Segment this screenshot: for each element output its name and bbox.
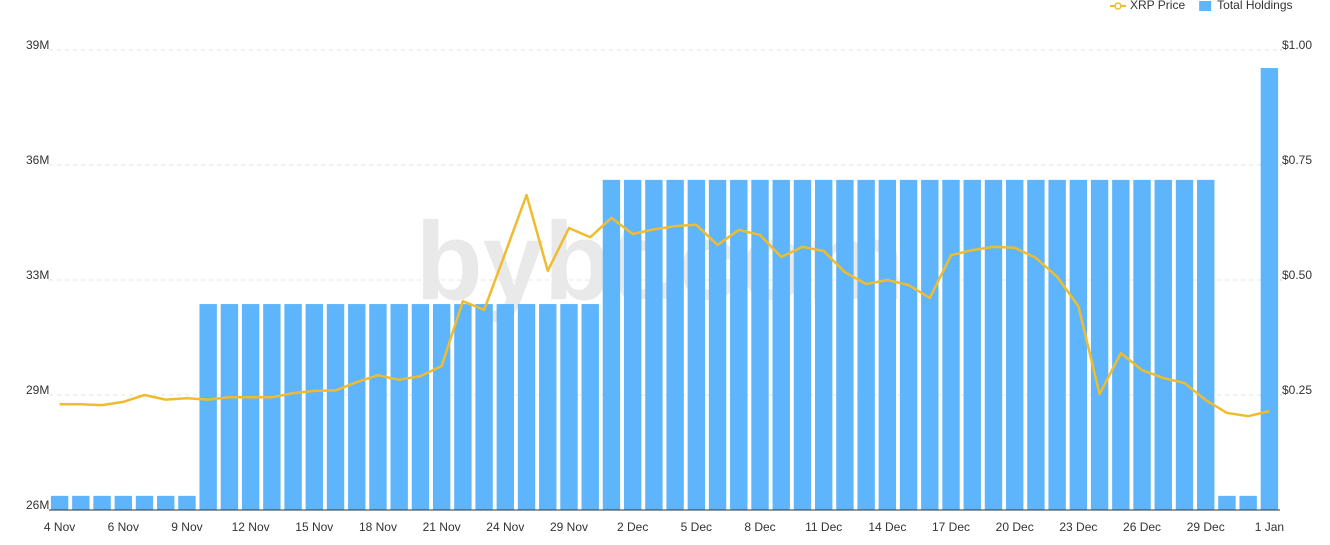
bar	[284, 304, 302, 510]
bar	[793, 179, 812, 510]
bar	[114, 495, 132, 510]
legend-label: XRP Price	[1130, 0, 1185, 12]
bar	[157, 495, 175, 510]
bar	[1090, 179, 1109, 510]
bar	[1218, 495, 1236, 510]
bar	[1027, 179, 1045, 510]
bar	[1069, 179, 1088, 510]
bar	[1154, 179, 1172, 510]
y-tick-label: 33M	[26, 268, 49, 282]
y-tick-label: 36M	[26, 153, 49, 167]
bar	[1005, 179, 1024, 510]
legend-swatch	[1199, 1, 1212, 11]
bar	[432, 304, 451, 510]
bar	[50, 495, 69, 510]
price-line	[59, 193, 1270, 418]
bar	[1048, 179, 1066, 510]
bar	[899, 179, 918, 510]
y-tick-label: 26M	[26, 498, 49, 512]
bar	[1112, 179, 1130, 510]
bar	[72, 495, 90, 510]
bar	[135, 495, 154, 510]
y2-tick-label: $0.25	[1282, 383, 1312, 397]
bar	[963, 179, 981, 510]
x-tick-label: 12 Nov	[232, 520, 270, 534]
bar	[581, 304, 599, 510]
bar	[1260, 68, 1279, 511]
bar	[411, 304, 430, 510]
x-tick-label: 2 Dec	[617, 520, 648, 534]
bar	[814, 179, 833, 510]
x-tick-label: 26 Dec	[1123, 520, 1161, 534]
bar	[517, 304, 536, 510]
bar	[836, 179, 854, 510]
bar	[878, 179, 897, 510]
bar	[199, 304, 217, 510]
y-tick-label: 29M	[26, 383, 49, 397]
bar	[1175, 179, 1194, 510]
x-tick-label: 6 Nov	[108, 520, 139, 534]
bar	[1133, 179, 1151, 510]
bar	[539, 304, 557, 510]
bar	[751, 179, 769, 510]
x-tick-label: 29 Dec	[1187, 520, 1225, 534]
bar	[666, 179, 684, 510]
x-tick-label: 5 Dec	[681, 520, 712, 534]
x-tick-label: 9 Nov	[171, 520, 202, 534]
legend-label: Total Holdings	[1217, 0, 1292, 12]
x-tick-label: 15 Nov	[295, 520, 333, 534]
y2-tick-label: $0.75	[1282, 153, 1312, 167]
legend-marker	[1114, 2, 1122, 10]
bar	[454, 304, 472, 510]
bar	[623, 179, 642, 510]
x-tick-label: 11 Dec	[805, 520, 842, 534]
bar	[93, 495, 111, 510]
y-tick-label: 39M	[26, 38, 49, 52]
bar	[326, 304, 345, 510]
x-tick-label: 4 Nov	[44, 520, 75, 534]
x-tick-label: 24 Nov	[486, 520, 524, 534]
bar	[305, 304, 324, 510]
x-tick-label: 23 Dec	[1059, 520, 1097, 534]
bar	[178, 495, 196, 510]
bar	[857, 179, 875, 510]
y2-tick-label: $0.50	[1282, 268, 1312, 282]
bar	[220, 304, 239, 510]
bar	[1197, 179, 1215, 510]
bar	[602, 179, 621, 510]
bar	[708, 179, 727, 510]
x-tick-label: 8 Dec	[744, 520, 775, 534]
x-tick-label: 29 Nov	[550, 520, 588, 534]
x-tick-label: 21 Nov	[423, 520, 461, 534]
x-tick-label: 1 Jan	[1255, 520, 1284, 534]
bar	[687, 179, 706, 510]
bar	[1239, 495, 1257, 510]
bar	[348, 304, 366, 510]
bar	[475, 304, 493, 510]
x-tick-label: 17 Dec	[932, 520, 970, 534]
bar	[369, 304, 387, 510]
bar	[730, 179, 748, 510]
bar	[645, 179, 663, 510]
bar	[984, 179, 1003, 510]
bar	[921, 179, 939, 510]
bar	[772, 179, 790, 510]
x-tick-label: 18 Nov	[359, 520, 397, 534]
bar	[560, 304, 578, 510]
x-tick-label: 14 Dec	[868, 520, 906, 534]
y2-tick-label: $1.00	[1282, 38, 1312, 52]
x-tick-label: 20 Dec	[996, 520, 1034, 534]
bar	[390, 304, 408, 510]
bar	[942, 179, 960, 510]
bar	[241, 304, 260, 510]
bar	[263, 304, 281, 510]
bar	[496, 304, 515, 510]
